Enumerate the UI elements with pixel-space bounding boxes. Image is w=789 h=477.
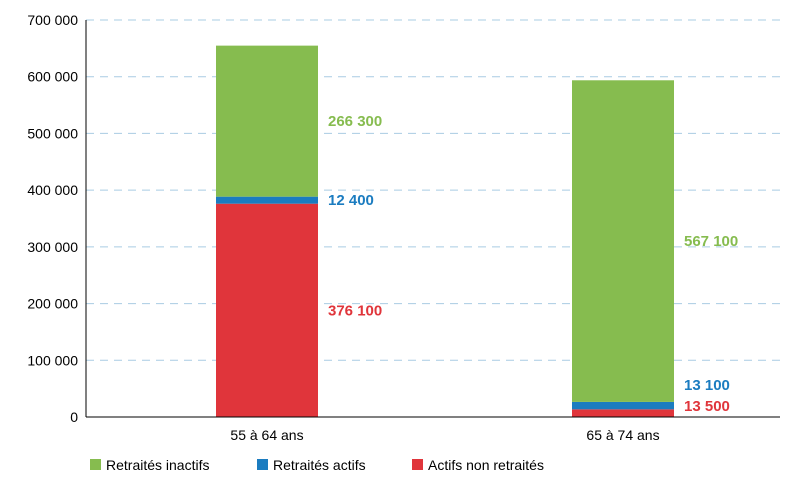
bar-segment xyxy=(572,80,674,402)
y-tick-label: 600 000 xyxy=(27,69,78,85)
bar-segment xyxy=(216,45,318,197)
data-labels: 376 100 12 400 266 300 13 500 13 100 567 100 xyxy=(328,113,738,415)
gridlines xyxy=(86,19,780,361)
y-tick-label: 200 000 xyxy=(27,296,78,312)
bars xyxy=(216,45,674,417)
legend: Retraités inactifs Retraités actifs Actifs… xyxy=(90,457,544,473)
data-label: 13 100 xyxy=(684,377,730,394)
bar-segment xyxy=(216,203,318,417)
y-tick-label: 500 000 xyxy=(27,125,78,141)
bar-segment xyxy=(216,196,318,204)
x-category-label: 55 à 64 ans xyxy=(230,427,303,443)
axes: 0 100 000 200 000 300 000 400 000 500 000 600 … xyxy=(27,12,780,443)
y-tick-label: 0 xyxy=(70,409,78,425)
bar-segment xyxy=(572,401,674,410)
y-tick-label: 400 000 xyxy=(27,182,78,198)
x-category-label: 65 à 74 ans xyxy=(586,427,659,443)
y-tick-label: 700 000 xyxy=(27,12,78,28)
legend-swatch xyxy=(257,459,268,470)
data-label: 266 300 xyxy=(328,113,382,130)
legend-swatch xyxy=(412,459,423,470)
legend-label: Retraités inactifs xyxy=(106,457,209,473)
data-label: 12 400 xyxy=(328,192,374,209)
data-label: 13 500 xyxy=(684,398,730,415)
legend-label: Retraités actifs xyxy=(273,457,366,473)
y-tick-label: 100 000 xyxy=(27,352,78,368)
legend-label: Actifs non retraités xyxy=(428,457,544,473)
data-label: 567 100 xyxy=(684,233,738,250)
bar-segment xyxy=(572,409,674,417)
legend-swatch xyxy=(90,459,101,470)
data-label: 376 100 xyxy=(328,302,382,319)
y-tick-label: 300 000 xyxy=(27,239,78,255)
